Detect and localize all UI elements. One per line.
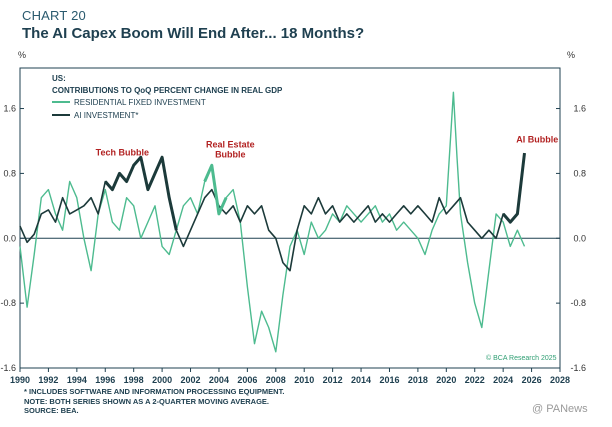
footnotes: * INCLUDES SOFTWARE AND INFORMATION PROC… bbox=[24, 387, 284, 416]
right-tick-label: 1.6 bbox=[573, 104, 586, 114]
left-tick-label: -0.8 bbox=[0, 298, 16, 308]
left-tick-label: 0.0 bbox=[3, 233, 16, 243]
x-tick-label: 2020 bbox=[436, 375, 456, 385]
x-tick-label: 2026 bbox=[522, 375, 542, 385]
x-tick-label: 2028 bbox=[550, 375, 570, 385]
copyright-text: © BCA Research 2025 bbox=[486, 354, 557, 362]
right-tick-label: -1.6 bbox=[570, 363, 586, 373]
right-axis-ticks: -1.6 -0.8 0.0 0.8 1.6 bbox=[556, 104, 586, 373]
x-tick-label: 2014 bbox=[351, 375, 371, 385]
x-tick-label: 2008 bbox=[266, 375, 286, 385]
x-axis-ticks: 1990 1992 1994 1996 1998 2000 2002 2004 2006 2008… bbox=[10, 368, 570, 385]
footnote-3: SOURCE: BEA. bbox=[24, 406, 79, 415]
highlight-layer bbox=[104, 152, 526, 231]
x-tick-label: 1996 bbox=[95, 375, 115, 385]
left-axis-ticks: -1.6 -0.8 0.0 0.8 1.6 bbox=[0, 104, 24, 373]
chart-title: The AI Capex Boom Will End After... 18 M… bbox=[22, 25, 365, 42]
bubble-highlight-2 bbox=[502, 152, 526, 224]
right-tick-label: -0.8 bbox=[570, 298, 586, 308]
series-residential-line bbox=[19, 91, 526, 353]
right-tick-label: 0.0 bbox=[573, 233, 586, 243]
legend-heading-region: US: bbox=[52, 74, 66, 83]
footnote-1: * INCLUDES SOFTWARE AND INFORMATION PROC… bbox=[24, 387, 285, 396]
x-tick-label: 2004 bbox=[209, 375, 229, 385]
x-tick-label: 1994 bbox=[67, 375, 87, 385]
x-tick-label: 2010 bbox=[294, 375, 314, 385]
legend: US: CONTRIBUTIONS TO QoQ PERCENT CHANGE … bbox=[52, 74, 283, 120]
annotation-tech: Tech Bubble bbox=[96, 148, 149, 158]
legend-heading-measure: CONTRIBUTIONS TO QoQ PERCENT CHANGE IN R… bbox=[52, 86, 283, 95]
annotation-realestate: Real Estate Bubble bbox=[206, 139, 255, 159]
left-tick-label: -1.6 bbox=[0, 363, 16, 373]
x-tick-label: 2022 bbox=[465, 375, 485, 385]
x-tick-label: 2006 bbox=[237, 375, 257, 385]
left-axis-unit: % bbox=[18, 50, 27, 60]
left-tick-label: 0.8 bbox=[3, 168, 16, 178]
x-tick-label: 1998 bbox=[124, 375, 144, 385]
x-tick-label: 2016 bbox=[379, 375, 399, 385]
x-tick-label: 2012 bbox=[323, 375, 343, 385]
x-tick-label: 2002 bbox=[181, 375, 201, 385]
right-axis-unit: % bbox=[567, 50, 576, 60]
left-tick-label: 1.6 bbox=[3, 104, 16, 114]
bubble-highlight-0 bbox=[104, 155, 178, 231]
chart-number: CHART 20 bbox=[22, 8, 86, 23]
annotation-ai: AI Bubble bbox=[516, 135, 558, 145]
series-layer bbox=[19, 91, 526, 353]
x-tick-label: 1990 bbox=[10, 375, 30, 385]
x-tick-label: 2000 bbox=[152, 375, 172, 385]
x-tick-label: 1992 bbox=[38, 375, 58, 385]
plot-border bbox=[19, 67, 561, 369]
x-tick-label: 2024 bbox=[493, 375, 513, 385]
right-tick-label: 0.8 bbox=[573, 168, 586, 178]
legend-label-ai: AI INVESTMENT* bbox=[74, 111, 138, 120]
series-ai-line bbox=[19, 153, 526, 272]
legend-label-residential: RESIDENTIAL FIXED INVESTMENT bbox=[74, 98, 206, 107]
x-tick-label: 2018 bbox=[408, 375, 428, 385]
footnote-2: NOTE: BOTH SERIES SHOWN AS A 2-QUARTER M… bbox=[24, 396, 270, 406]
annotation-layer: Tech Bubble Real Estate Bubble AI Bubble bbox=[96, 135, 559, 160]
bubble-highlight-1 bbox=[203, 163, 228, 216]
plot-frame bbox=[19, 67, 561, 369]
source-watermark: @ PANews bbox=[532, 403, 588, 415]
